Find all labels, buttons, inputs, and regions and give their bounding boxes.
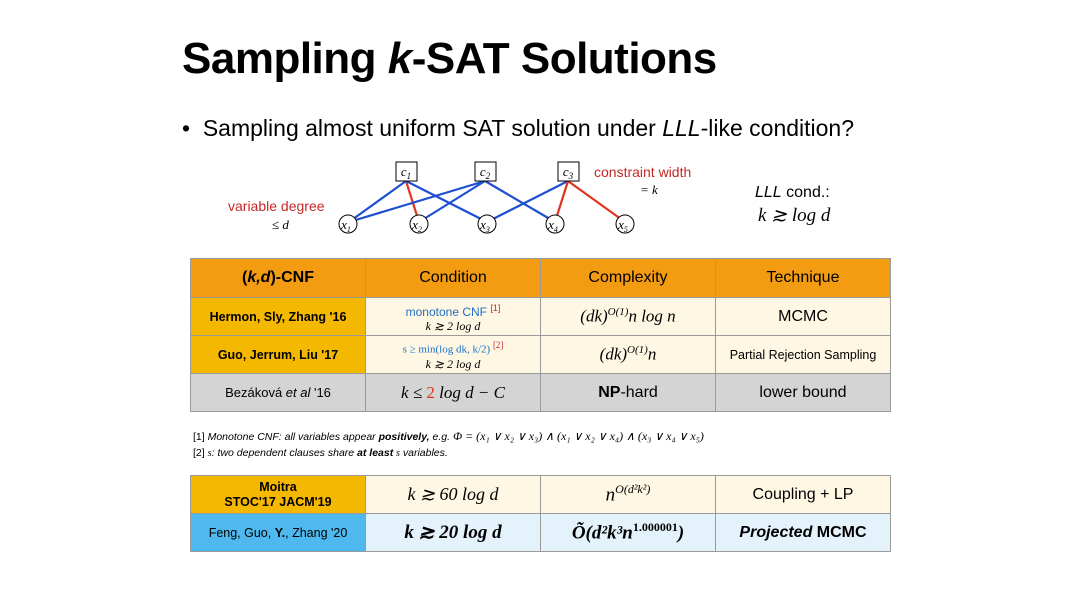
variable-degree-value: ≤ d — [272, 217, 289, 232]
edge-c3-x5 — [567, 180, 626, 223]
clause-c2: c2 — [474, 161, 497, 182]
header-condition: Condition — [365, 258, 541, 298]
row-complexity: nO(d²k²) — [540, 475, 716, 514]
row-condition: k ≳ 60 log d — [365, 475, 541, 514]
factor-graph: c1 c2 c3 x1 x2 x3 x4 x5 — [338, 161, 635, 234]
svg-text:x4: x4 — [547, 217, 558, 234]
footnotes: [1] Monotone CNF: all variables appear p… — [193, 428, 704, 462]
edge-c1-x3 — [405, 180, 488, 223]
row-condition: k ≳ 20 log d — [365, 513, 541, 552]
table-row: Feng, Guo, Y., Zhang '20 k ≳ 20 log d Õ(… — [190, 513, 891, 552]
row-condition: monotone CNF [1] k ≳ 2 log d — [365, 297, 541, 336]
variable-x1: x1 — [338, 214, 358, 234]
row-complexity: (dk)O(1)n log n — [540, 297, 716, 336]
row-technique: Coupling + LP — [715, 475, 891, 514]
lll-condition-label: LLL cond.: — [755, 184, 830, 201]
clause-c1: c1 — [395, 161, 418, 182]
header-kd-cnf: (k,d)-CNF — [190, 258, 366, 298]
svg-text:x5: x5 — [617, 217, 628, 234]
row-technique: MCMC — [715, 297, 891, 336]
svg-text:x3: x3 — [479, 217, 490, 234]
row-name: Moitra STOC'17 JACM'19 — [190, 475, 366, 514]
svg-text:c3: c3 — [563, 164, 574, 181]
row-complexity: NP-hard — [540, 373, 716, 412]
row-technique: Projected MCMC — [715, 513, 891, 552]
svg-text:c1: c1 — [401, 164, 411, 181]
edge-c2-x1 — [348, 179, 486, 224]
variable-x4: x4 — [545, 214, 565, 234]
variable-degree-label: variable degree — [228, 198, 325, 214]
constraint-width-value: = k — [640, 182, 658, 197]
table-row: Moitra STOC'17 JACM'19 k ≳ 60 log d nO(d²… — [190, 475, 891, 514]
row-technique: lower bound — [715, 373, 891, 412]
variable-x2: x2 — [409, 214, 429, 234]
slide-title: Sampling k-SAT Solutions — [182, 34, 717, 83]
constraint-width-label: constraint width — [594, 164, 692, 180]
clause-c3: c3 — [557, 161, 580, 182]
svg-text:c2: c2 — [480, 164, 491, 181]
row-complexity: Õ(d²k³n1.000001) — [540, 513, 716, 552]
edge-c2-x2 — [418, 180, 486, 223]
bullet-question: • Sampling almost uniform SAT solution u… — [182, 115, 855, 141]
row-name: Bezáková et al '16 — [190, 373, 366, 412]
table-row: Bezáková et al '16 k ≤ 2 log d − C NP-ha… — [190, 373, 891, 412]
edge-c2-x4 — [484, 180, 556, 223]
results-table: (k,d)-CNF Condition Complexity Technique… — [190, 258, 891, 412]
edge-c1-x1 — [348, 180, 407, 223]
svg-text:x1: x1 — [340, 217, 351, 234]
row-condition: s ≥ min(log dk, k/2) [2] k ≳ 2 log d — [365, 335, 541, 374]
comparison-table: Moitra STOC'17 JACM'19 k ≳ 60 log d nO(d²… — [190, 475, 891, 552]
header-complexity: Complexity — [540, 258, 716, 298]
row-technique: Partial Rejection Sampling — [715, 335, 891, 374]
row-name: Feng, Guo, Y., Zhang '20 — [190, 513, 366, 552]
row-name: Guo, Jerrum, Liu '17 — [190, 335, 366, 374]
variable-x3: x3 — [477, 214, 497, 234]
variable-x5: x5 — [615, 214, 635, 234]
edge-c3-x3 — [486, 180, 569, 223]
row-complexity: (dk)O(1)n — [540, 335, 716, 374]
row-name: Hermon, Sly, Zhang '16 — [190, 297, 366, 336]
footnote-2: [2] s: two dependent clauses share at le… — [193, 447, 448, 459]
table-row: Guo, Jerrum, Liu '17 s ≥ min(log dk, k/2… — [190, 335, 891, 374]
table-header-row: (k,d)-CNF Condition Complexity Technique — [190, 258, 891, 298]
footnote-1: [1] Monotone CNF: all variables appear p… — [193, 429, 704, 443]
header-technique: Technique — [715, 258, 891, 298]
row-condition: k ≤ 2 log d − C — [365, 373, 541, 412]
bullet-mark: • — [182, 115, 191, 141]
svg-text:x2: x2 — [411, 217, 422, 234]
table-row: Hermon, Sly, Zhang '16 monotone CNF [1] … — [190, 297, 891, 336]
lll-condition-formula: k ≳ log d — [758, 205, 831, 226]
